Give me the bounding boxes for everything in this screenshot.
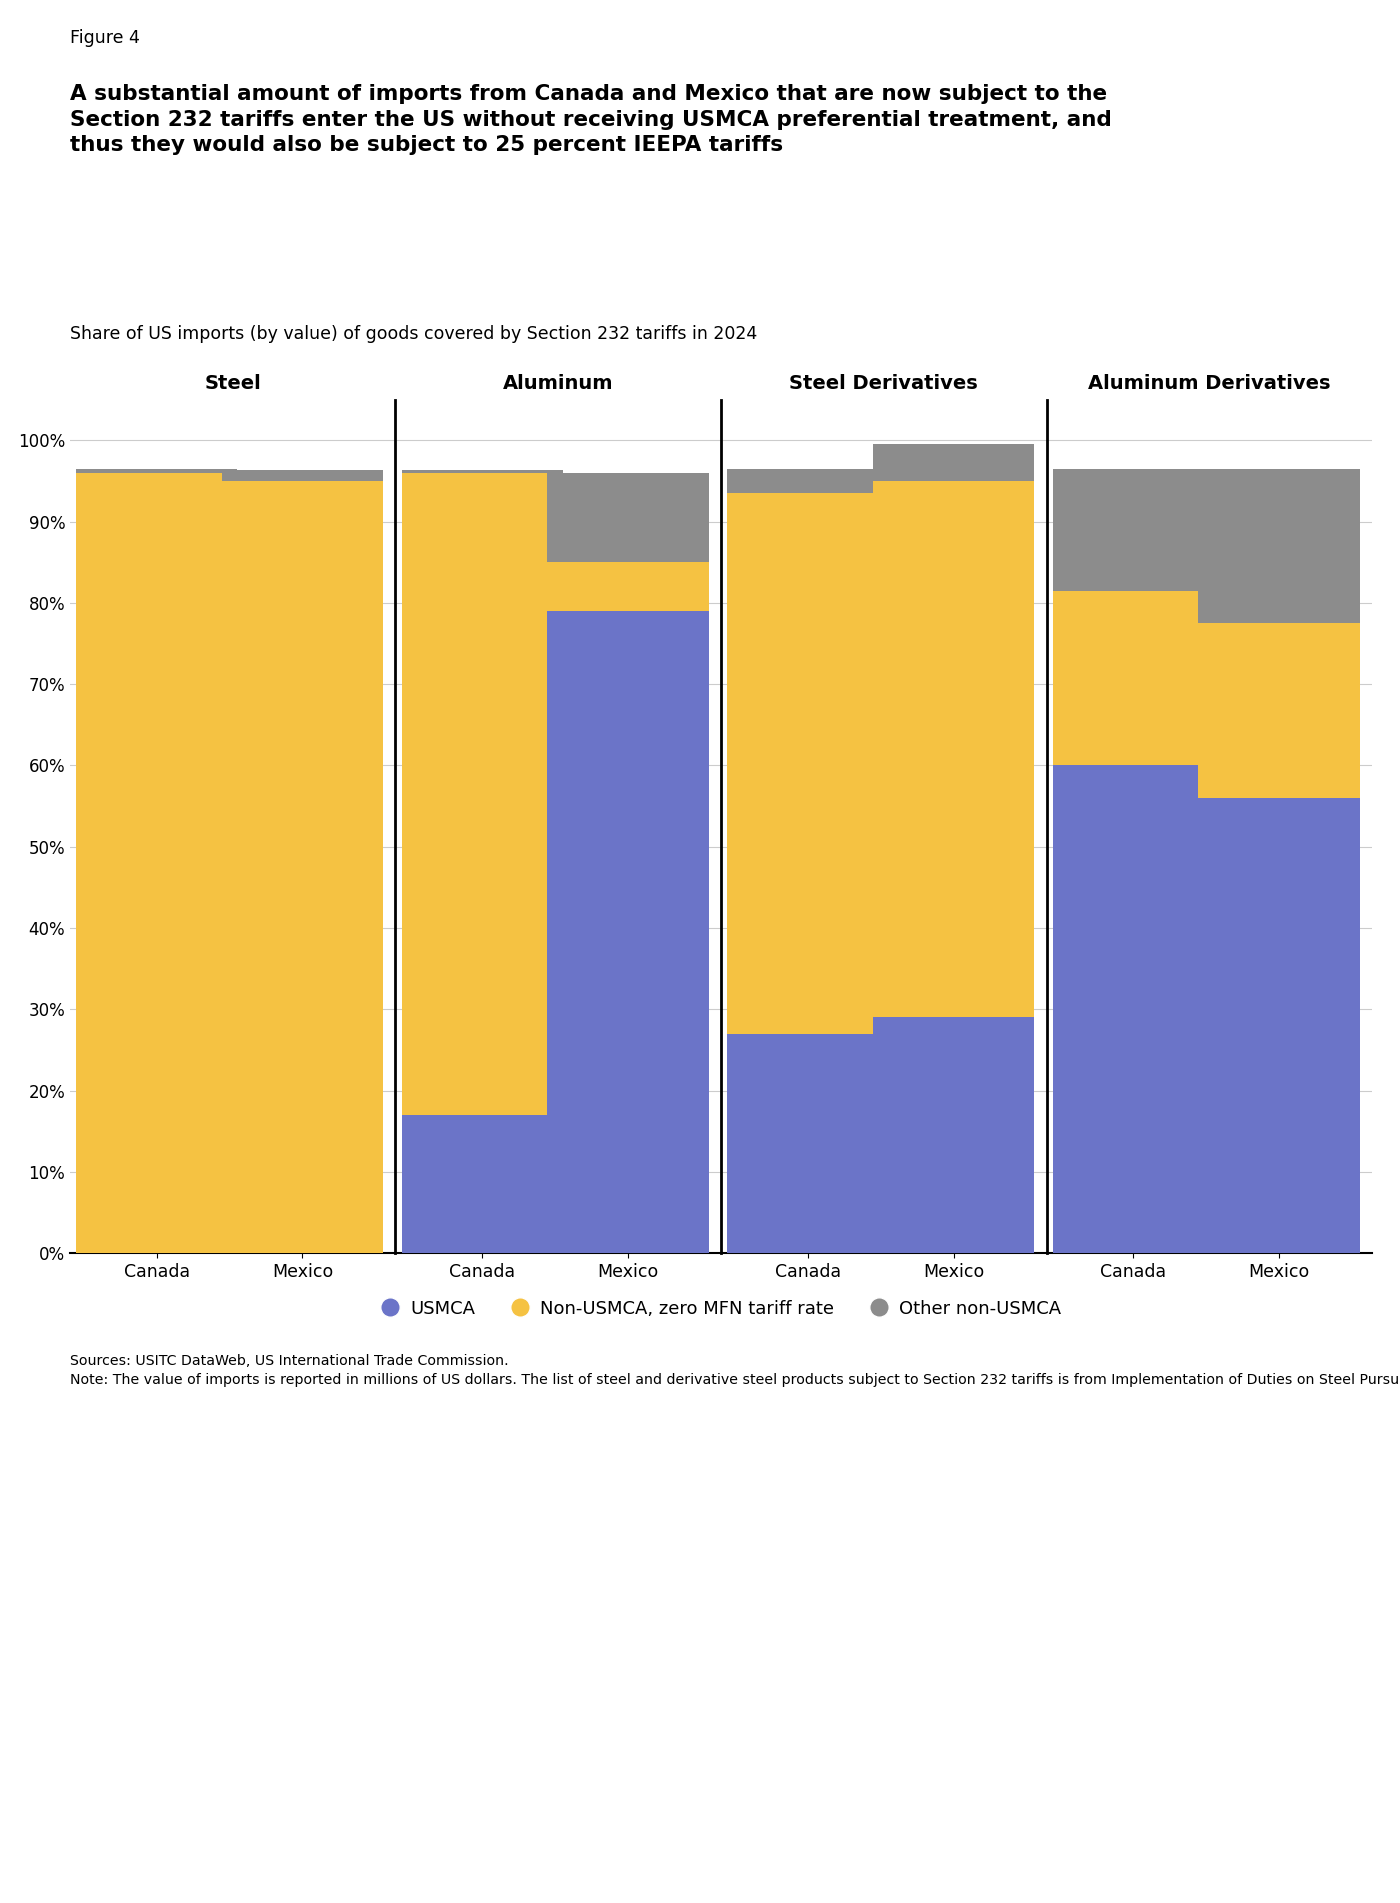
Title: Aluminum Derivatives: Aluminum Derivatives bbox=[1088, 373, 1330, 392]
Bar bbox=[874, 1018, 1035, 1254]
Bar bbox=[874, 481, 1035, 1018]
Bar bbox=[221, 481, 384, 1254]
Bar bbox=[402, 472, 563, 1115]
Bar bbox=[402, 1115, 563, 1254]
Bar bbox=[547, 472, 708, 561]
Text: Figure 4: Figure 4 bbox=[70, 29, 140, 46]
Title: Aluminum: Aluminum bbox=[503, 373, 613, 392]
Bar bbox=[1053, 468, 1214, 590]
Text: Sources: USITC DataWeb, US International Trade Commission.
Note: The value of im: Sources: USITC DataWeb, US International… bbox=[70, 1355, 1400, 1387]
Bar bbox=[221, 470, 384, 481]
Legend: USMCA, Non-USMCA, zero MFN tariff rate, Other non-USMCA: USMCA, Non-USMCA, zero MFN tariff rate, … bbox=[374, 1292, 1068, 1324]
Bar bbox=[727, 1033, 889, 1254]
Bar bbox=[1198, 797, 1359, 1254]
Bar bbox=[76, 472, 238, 1254]
Bar bbox=[874, 443, 1035, 481]
Bar bbox=[1053, 590, 1214, 765]
Bar bbox=[727, 493, 889, 1033]
Title: Steel: Steel bbox=[204, 373, 262, 392]
Bar bbox=[547, 561, 708, 611]
Bar bbox=[402, 470, 563, 472]
Bar bbox=[1198, 622, 1359, 797]
Bar bbox=[727, 468, 889, 493]
Bar bbox=[76, 468, 238, 472]
Bar bbox=[1053, 765, 1214, 1254]
Title: Steel Derivatives: Steel Derivatives bbox=[790, 373, 979, 392]
Text: Share of US imports (by value) of goods covered by Section 232 tariffs in 2024: Share of US imports (by value) of goods … bbox=[70, 325, 757, 343]
Bar bbox=[547, 611, 708, 1254]
Bar bbox=[1198, 468, 1359, 622]
Text: A substantial amount of imports from Canada and Mexico that are now subject to t: A substantial amount of imports from Can… bbox=[70, 84, 1112, 156]
